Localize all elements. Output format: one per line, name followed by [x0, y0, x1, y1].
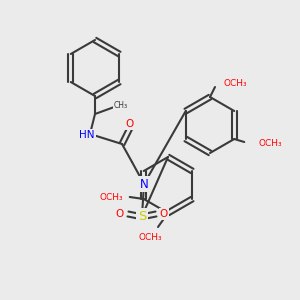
Text: O: O: [116, 209, 124, 219]
Text: HN: HN: [79, 130, 95, 140]
Text: CH₃: CH₃: [114, 101, 128, 110]
Text: OCH₃: OCH₃: [223, 80, 247, 88]
Text: OCH₃: OCH₃: [138, 232, 162, 242]
Text: O: O: [126, 119, 134, 129]
Text: N: N: [140, 178, 148, 190]
Text: O: O: [160, 209, 168, 219]
Text: S: S: [138, 209, 146, 223]
Text: OCH₃: OCH₃: [100, 194, 124, 202]
Text: OCH₃: OCH₃: [258, 139, 282, 148]
